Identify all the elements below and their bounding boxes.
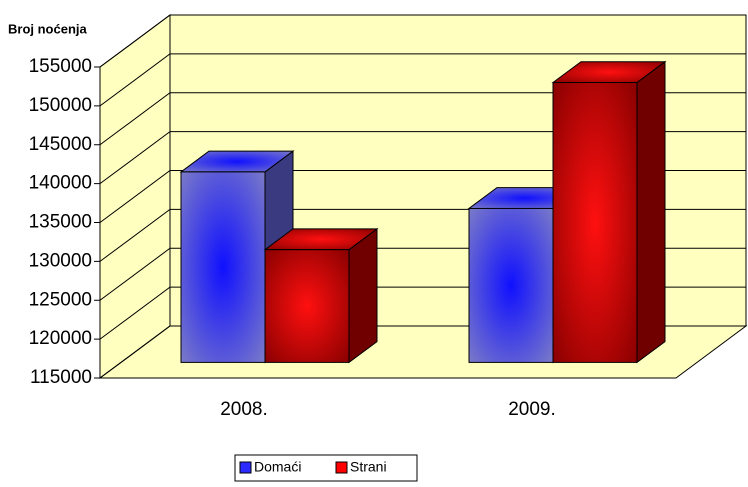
y-tick-label: 115000 bbox=[30, 367, 92, 388]
y-tick-label: 120000 bbox=[29, 328, 92, 349]
x-tick-label: 2009. bbox=[508, 399, 556, 420]
legend-label: Domaći bbox=[254, 459, 301, 475]
bar-side bbox=[348, 227, 378, 364]
grid-line bbox=[99, 53, 746, 107]
bar bbox=[468, 207, 554, 363]
x-tick-label: 2008. bbox=[220, 399, 268, 420]
legend-swatch bbox=[335, 461, 348, 474]
legend-box bbox=[234, 454, 418, 482]
y-tick-label: 145000 bbox=[29, 134, 92, 155]
axis-title: Broj noćenja bbox=[8, 21, 88, 36]
legend-label: Strani bbox=[350, 459, 387, 475]
bar bbox=[180, 171, 266, 363]
legend-swatch bbox=[239, 461, 252, 474]
bar bbox=[264, 249, 350, 363]
y-tick-label: 155000 bbox=[29, 56, 92, 77]
grid-line bbox=[99, 14, 746, 68]
bar bbox=[552, 82, 638, 363]
bar-side bbox=[636, 60, 666, 364]
y-tick-label: 125000 bbox=[29, 289, 92, 310]
y-tick-label: 130000 bbox=[29, 250, 92, 271]
y-tick-label: 135000 bbox=[29, 212, 92, 233]
y-tick-label: 150000 bbox=[29, 95, 92, 116]
y-tick-label: 140000 bbox=[29, 173, 92, 194]
